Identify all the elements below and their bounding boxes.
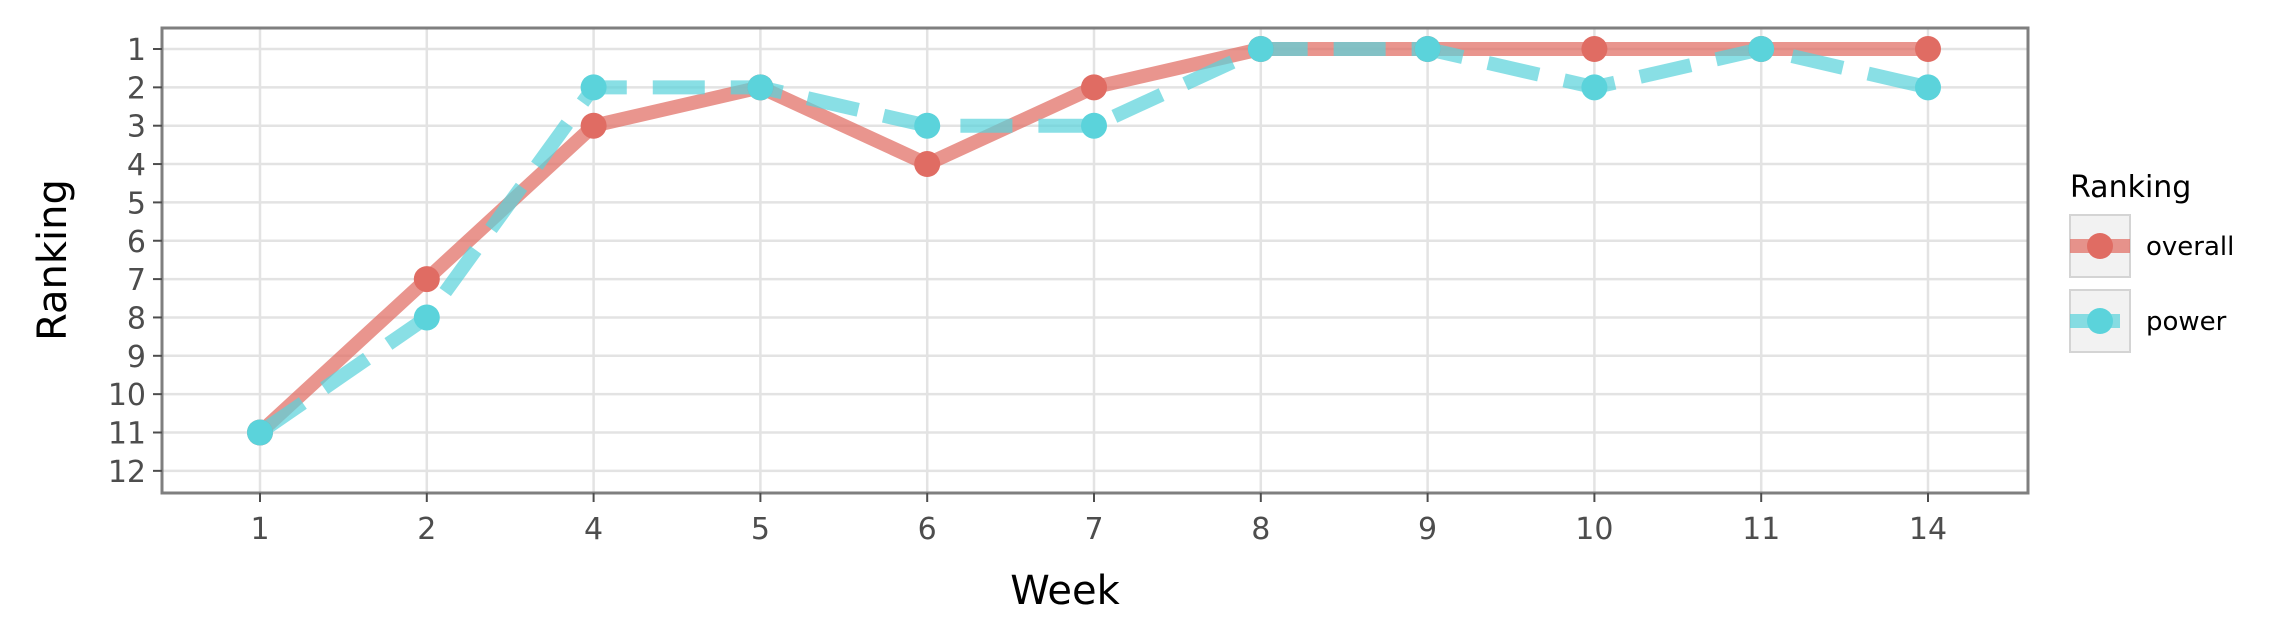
grid-lines — [162, 28, 2028, 493]
x-axis-title: Week — [1010, 568, 1120, 614]
data-point-overall — [914, 151, 941, 178]
y-tick-label: 11 — [108, 417, 146, 452]
legend-title: Ranking — [2070, 170, 2191, 205]
y-tick-label: 8 — [127, 301, 146, 336]
y-axis-title: Ranking — [30, 179, 76, 341]
data-point-overall — [1581, 36, 1608, 62]
x-tick-label: 1 — [250, 512, 269, 547]
legend-key-point — [2087, 308, 2113, 334]
legend-item-overall: overall — [2069, 214, 2234, 278]
data-point-overall — [580, 112, 607, 139]
data-point-overall — [413, 266, 440, 293]
x-tick-label: 7 — [1084, 512, 1103, 547]
y-tick-label: 1 — [127, 33, 146, 68]
data-point-power — [1748, 36, 1775, 62]
data-point-overall — [1081, 74, 1107, 101]
x-tick-label: 4 — [584, 512, 603, 547]
y-tick-label: 6 — [127, 225, 146, 260]
x-tick-label: 9 — [1418, 512, 1437, 547]
data-point-power — [1581, 74, 1608, 101]
y-tick-label: 12 — [108, 455, 146, 490]
y-tick-label: 10 — [108, 378, 146, 413]
legend-item-power: power — [2069, 289, 2227, 353]
x-tick-label: 2 — [417, 512, 436, 547]
data-point-power — [1247, 36, 1274, 62]
x-tick-label: 6 — [918, 512, 937, 547]
y-tick-label: 7 — [127, 263, 146, 298]
series-line-power — [256, 42, 1930, 439]
data-point-power — [1081, 112, 1107, 139]
data-point-power — [247, 419, 273, 446]
y-tick-label: 5 — [127, 186, 146, 221]
y-tick-label: 4 — [127, 148, 146, 183]
data-point-power — [413, 304, 440, 331]
x-tick-label: 11 — [1742, 512, 1780, 547]
y-tick-label: 2 — [127, 71, 146, 106]
x-tick-label: 5 — [751, 512, 770, 547]
y-tick-label: 3 — [127, 110, 146, 145]
y-tick-label: 9 — [127, 340, 146, 375]
data-point-overall — [1915, 36, 1941, 62]
data-point-power — [747, 74, 774, 101]
x-tick-label: 10 — [1575, 512, 1613, 547]
legend-label: power — [2146, 307, 2227, 337]
data-point-power — [580, 74, 607, 101]
x-tick-label: 14 — [1909, 512, 1947, 547]
legend-key-point — [2087, 233, 2113, 259]
x-tick-label: 8 — [1251, 512, 1270, 547]
legend: Ranking overall power — [2069, 170, 2234, 353]
series-layer — [247, 36, 1941, 446]
data-point-power — [914, 112, 941, 139]
data-point-power — [1414, 36, 1441, 62]
legend-items: overall power — [2069, 214, 2234, 353]
data-point-power — [1915, 74, 1941, 101]
legend-label: overall — [2146, 232, 2234, 262]
